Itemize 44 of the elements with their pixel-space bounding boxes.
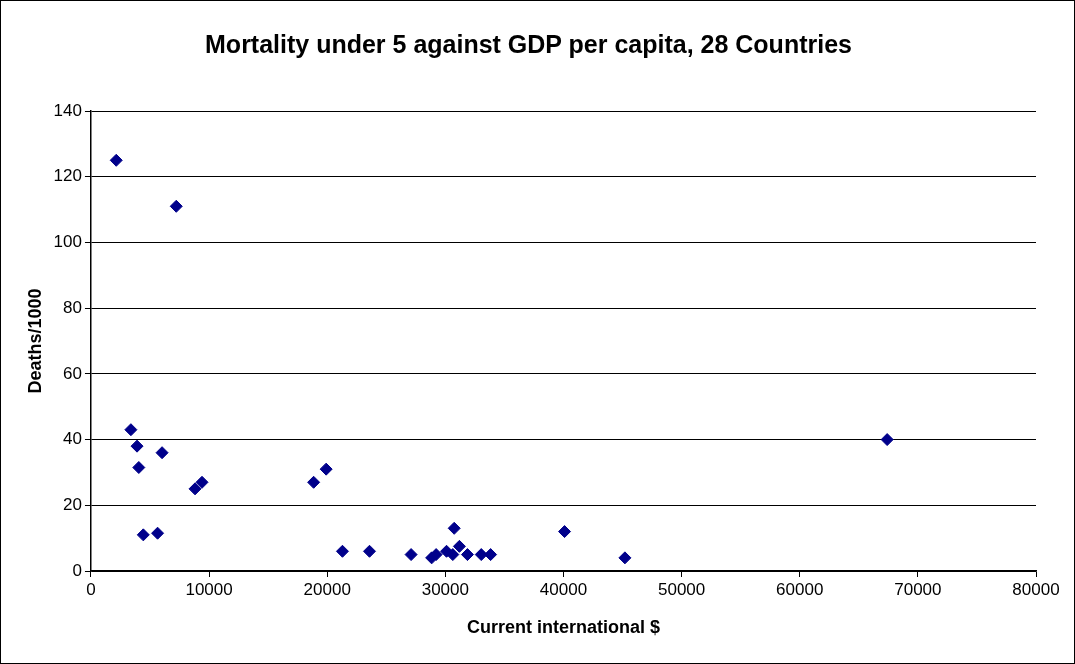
point xyxy=(151,526,165,540)
point xyxy=(446,548,460,562)
point xyxy=(136,528,150,542)
point xyxy=(335,544,349,558)
y-tick-label: 0 xyxy=(72,560,82,580)
y-tick-label: 120 xyxy=(53,166,82,186)
point xyxy=(307,475,321,489)
point xyxy=(363,544,377,558)
y-tick-label: 60 xyxy=(63,363,82,383)
x-tick-label: 50000 xyxy=(657,579,706,599)
x-tick-label: 30000 xyxy=(421,579,469,599)
point xyxy=(460,548,474,562)
point xyxy=(155,446,169,460)
point xyxy=(188,482,202,496)
point xyxy=(474,548,488,562)
point xyxy=(880,433,894,447)
y-tick-label: 40 xyxy=(63,429,82,449)
x-tick-label: 80000 xyxy=(1012,579,1060,599)
chart-title: Mortality under 5 against GDP per capita, 28 Countries xyxy=(205,29,852,58)
x-tick-label: 70000 xyxy=(894,579,942,599)
point xyxy=(618,551,632,565)
x-tick-label: 0 xyxy=(86,579,96,599)
x-tick-label: 20000 xyxy=(303,579,351,599)
x-axis-title: Current international $ xyxy=(466,617,660,638)
point xyxy=(452,539,466,553)
point xyxy=(319,462,333,476)
x-tick-label: 40000 xyxy=(539,579,588,599)
point xyxy=(130,439,144,453)
point xyxy=(484,548,498,562)
point xyxy=(404,548,418,562)
point xyxy=(109,153,123,167)
y-tick-label: 100 xyxy=(53,232,82,252)
y-axis-title: Deaths/1000 xyxy=(24,288,45,394)
x-tick-label: 10000 xyxy=(185,579,233,599)
point xyxy=(558,525,572,539)
point xyxy=(195,475,209,489)
point xyxy=(132,461,146,474)
y-tick-label: 140 xyxy=(53,100,82,120)
y-tick-label: 20 xyxy=(63,494,82,514)
point xyxy=(169,199,183,213)
point xyxy=(447,521,461,535)
point xyxy=(124,423,138,437)
x-tick-label: 60000 xyxy=(776,579,824,599)
y-tick-label: 80 xyxy=(63,297,82,317)
